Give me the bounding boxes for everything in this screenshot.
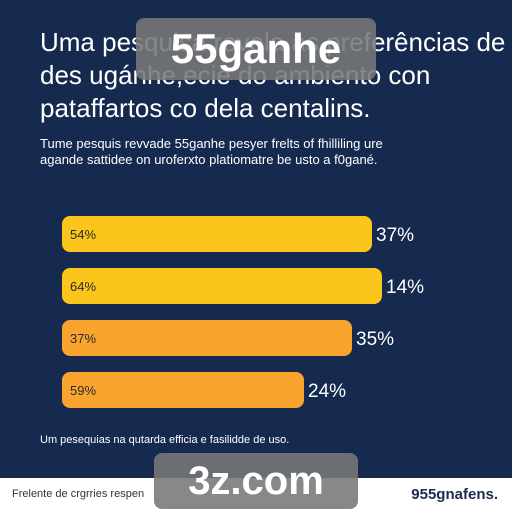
chart-subtitle: Tume pesquis revvade 55ganhe pesyer frel… — [40, 136, 480, 168]
bar-value-label-4: 24% — [308, 381, 346, 402]
bar-value-label-3: 35% — [356, 329, 394, 350]
chart-note: Um pesequias na qutarda efficia e fasili… — [40, 434, 290, 446]
bar-category-label-2: 64% — [70, 279, 96, 294]
subtitle-line-1: Tume pesquis revvade 55ganhe pesyer frel… — [40, 136, 383, 151]
bar-category-label-4: 59% — [70, 383, 96, 398]
bar-2 — [62, 268, 382, 304]
bar-value-label-2: 14% — [386, 277, 424, 298]
bar-category-label-3: 37% — [70, 331, 96, 346]
bar-category-label-1: 54% — [70, 227, 96, 242]
bar-value-label-1: 37% — [376, 225, 414, 246]
subtitle-line-2: agande sattidee on uroferxto platiomatre… — [40, 152, 378, 167]
bar-3 — [62, 320, 352, 356]
bar-4 — [62, 372, 304, 408]
bar-1 — [62, 216, 372, 252]
watermark-top: 55ganhe — [136, 18, 376, 80]
watermark-bottom: 3z.com — [154, 453, 358, 509]
footer-source-text: Frelente de crgrries respen — [12, 488, 145, 500]
title-line-3: pataffartos co dela centalins. — [40, 93, 371, 123]
footer-brand-logo: 955gnafens. — [411, 486, 498, 503]
